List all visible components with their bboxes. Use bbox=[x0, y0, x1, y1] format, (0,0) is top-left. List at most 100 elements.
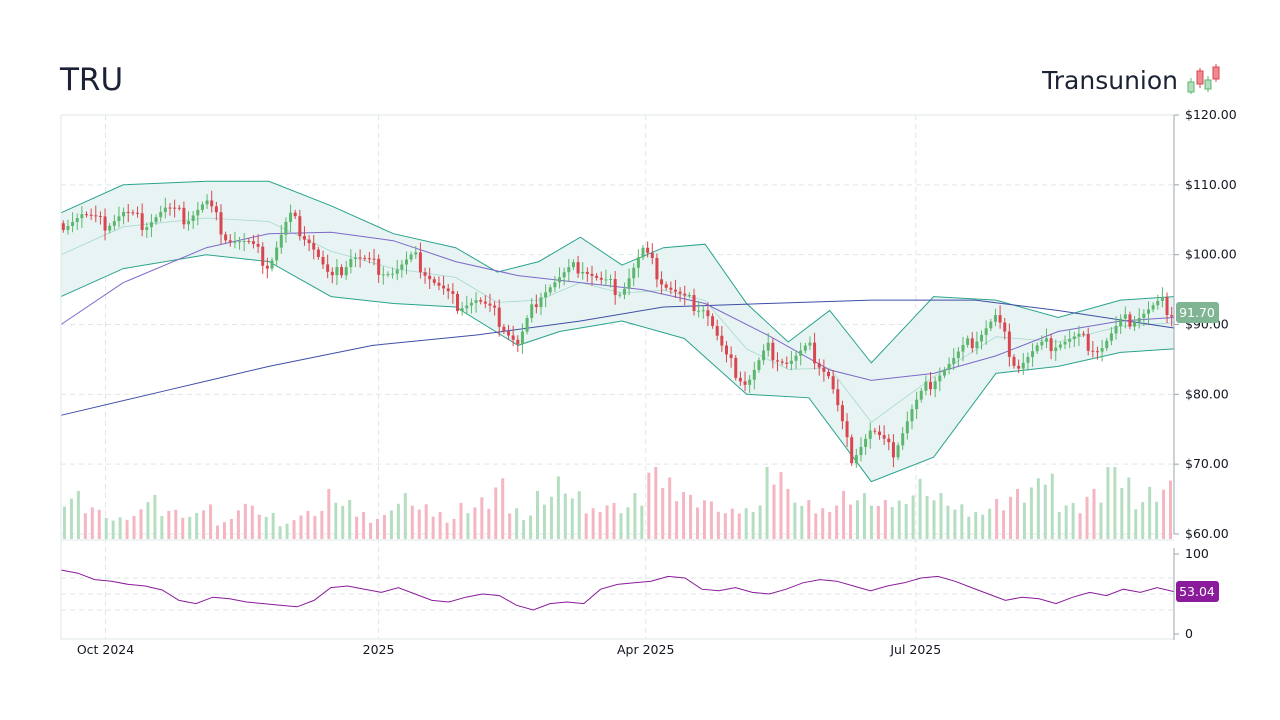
volume-bar bbox=[1085, 496, 1089, 539]
volume-bar bbox=[570, 498, 574, 539]
volume-bar bbox=[83, 513, 87, 539]
candle-body bbox=[882, 435, 886, 439]
candle-body bbox=[924, 381, 928, 391]
candle-body bbox=[724, 345, 728, 355]
candle-body bbox=[1095, 351, 1099, 353]
candle-body bbox=[562, 272, 566, 278]
volume-bar bbox=[988, 508, 992, 539]
volume-bar bbox=[1113, 467, 1117, 539]
volume-bar bbox=[90, 507, 94, 539]
volume-bar bbox=[779, 472, 783, 539]
volume-bar bbox=[1064, 505, 1068, 539]
candle-body bbox=[1142, 313, 1146, 318]
axes: $60.00$70.00$80.00$90.00$100.00$110.00$1… bbox=[60, 107, 1237, 657]
volume-bar bbox=[702, 500, 706, 539]
volume-bar bbox=[292, 520, 296, 539]
candle-body bbox=[771, 342, 775, 361]
candle-body bbox=[915, 399, 919, 410]
volume-bar bbox=[890, 507, 894, 539]
candlestick-logo-icon bbox=[1187, 64, 1220, 94]
volume-bar bbox=[320, 510, 324, 539]
candle-body bbox=[395, 269, 399, 274]
candle-body bbox=[298, 216, 302, 237]
candle-body bbox=[891, 442, 895, 458]
candle-body bbox=[1105, 340, 1109, 349]
candle-body bbox=[854, 455, 858, 464]
candle-body bbox=[261, 246, 265, 266]
volume-bar bbox=[313, 516, 317, 539]
candle-body bbox=[590, 273, 594, 276]
volume-bar bbox=[591, 508, 595, 539]
rsi-tick-label: 0 bbox=[1185, 626, 1193, 641]
candle-body bbox=[507, 331, 511, 336]
volume-bar bbox=[1022, 502, 1026, 539]
candle-body bbox=[437, 282, 441, 286]
y-tick-label: $70.00 bbox=[1185, 456, 1229, 471]
volume-bar bbox=[271, 512, 275, 539]
candle-body bbox=[520, 331, 524, 345]
candle-body bbox=[887, 438, 891, 443]
candle-body bbox=[451, 291, 455, 294]
volume-bar bbox=[445, 522, 449, 539]
volume-bar bbox=[181, 517, 185, 539]
candle-body bbox=[803, 345, 807, 351]
volume-bar bbox=[709, 501, 713, 539]
candle-body bbox=[432, 279, 436, 283]
candle-body bbox=[530, 304, 534, 318]
volume-bar bbox=[654, 467, 658, 539]
volume-bar bbox=[640, 505, 644, 539]
volume-bar bbox=[737, 513, 741, 539]
volume-bar bbox=[473, 507, 477, 539]
volume-bar bbox=[862, 493, 866, 539]
candle-body bbox=[766, 342, 770, 351]
candle-body bbox=[94, 215, 98, 217]
candle-body bbox=[228, 240, 232, 243]
x-tick-label: 2025 bbox=[363, 642, 395, 657]
volume-bar bbox=[842, 490, 846, 539]
volume-bar bbox=[849, 504, 853, 539]
candle-body bbox=[474, 300, 478, 303]
candle-body bbox=[780, 361, 784, 363]
volume-bar bbox=[1029, 487, 1033, 539]
candle-body bbox=[414, 252, 418, 255]
candle-body bbox=[1021, 362, 1025, 369]
volume-bar bbox=[675, 501, 679, 539]
volume-bar bbox=[466, 513, 470, 539]
candle-body bbox=[942, 369, 946, 376]
candle-body bbox=[112, 221, 116, 226]
candle-body bbox=[460, 308, 464, 311]
volume-bar bbox=[250, 505, 254, 539]
candle-body bbox=[85, 214, 89, 216]
volume-bar bbox=[396, 503, 400, 539]
candle-body bbox=[423, 272, 427, 276]
candle-body bbox=[669, 287, 673, 290]
volume-bar bbox=[480, 497, 484, 539]
candle-body bbox=[1160, 297, 1164, 301]
candle-body bbox=[103, 216, 107, 231]
candle-body bbox=[896, 445, 900, 458]
volume-bar bbox=[376, 518, 380, 539]
volume-bar bbox=[1134, 509, 1138, 539]
candle-body bbox=[706, 310, 710, 317]
candle-body bbox=[1044, 338, 1048, 342]
candle-body bbox=[989, 321, 993, 329]
candle-body bbox=[145, 227, 149, 230]
volume-bar bbox=[800, 505, 804, 539]
candle-body bbox=[956, 351, 960, 359]
candle-body bbox=[122, 211, 126, 217]
rsi-tag: 53.04 bbox=[1179, 584, 1215, 599]
volume-bar bbox=[348, 499, 352, 539]
candle-body bbox=[827, 371, 831, 377]
candle-body bbox=[966, 338, 970, 345]
candle-body bbox=[692, 295, 696, 312]
candle-body bbox=[219, 212, 223, 235]
volume-bar bbox=[334, 502, 338, 539]
candle-body bbox=[1133, 322, 1137, 327]
volume-bar bbox=[821, 508, 825, 539]
candle-body bbox=[655, 257, 659, 280]
candle-body bbox=[344, 267, 348, 276]
x-tick-label: Oct 2024 bbox=[77, 642, 134, 657]
volume-bar bbox=[355, 516, 359, 539]
y-tick-label: $60.00 bbox=[1185, 526, 1229, 541]
candle-body bbox=[938, 375, 942, 382]
